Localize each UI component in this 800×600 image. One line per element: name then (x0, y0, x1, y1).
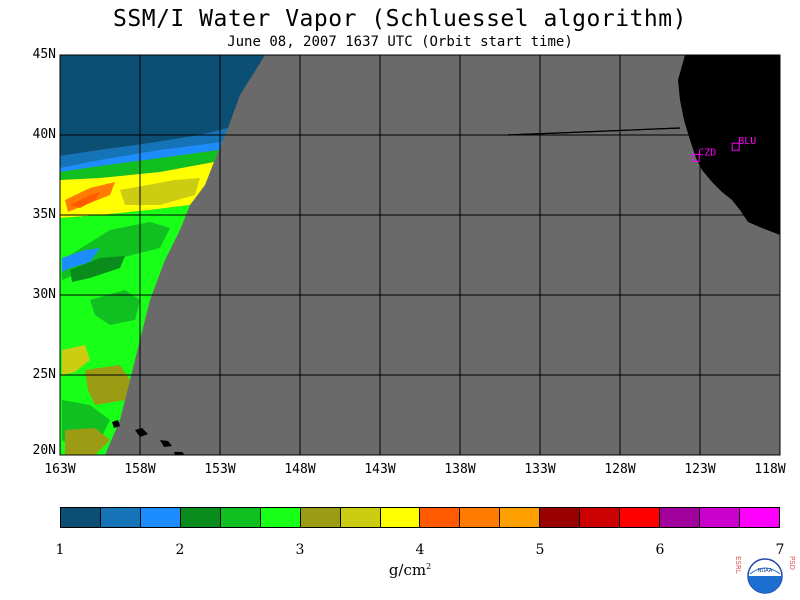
colorbar-cell (340, 508, 381, 527)
longitude-label: 138W (444, 462, 476, 477)
map-frame (59, 54, 781, 456)
longitude-label: 128W (604, 462, 636, 477)
noaa-esrl-psd-logo: ESRL NOAA PSD (734, 556, 796, 594)
longitude-label: 133W (524, 462, 556, 477)
colorbar-cell (420, 508, 461, 527)
colorbar-cell (700, 508, 740, 527)
colorbar-cell (580, 508, 621, 527)
colorbar (60, 507, 780, 528)
map-grid (60, 55, 780, 455)
longitude-label: 158W (124, 462, 156, 477)
colorbar-units: g/cm2 (388, 561, 432, 579)
latitude-label: 25N (32, 367, 56, 382)
colorbar-cell (61, 508, 101, 527)
longitude-label: 153W (204, 462, 236, 477)
station-markers: CZD BLU (691, 136, 756, 162)
colorbar-cell (260, 508, 301, 527)
land-mass (112, 55, 780, 455)
latitude-label: 40N (32, 127, 56, 142)
station-marker (691, 153, 700, 162)
longitude-label: 163W (44, 462, 76, 477)
station-label: BLU (738, 136, 756, 147)
station-marker (731, 142, 740, 151)
water-vapor-swath (60, 55, 265, 455)
colorbar-cell (660, 508, 700, 527)
colorbar-tick-label: 7 (775, 542, 785, 558)
water-vapor-map: CZD BLU (59, 54, 781, 456)
colorbar-tick-label: 2 (175, 542, 185, 558)
logo-right-text: PSD (788, 556, 796, 570)
colorbar-cell (380, 508, 421, 527)
map-title: SSM/I Water Vapor (Schluessel algorithm) (113, 6, 687, 32)
longitude-label: 123W (684, 462, 716, 477)
longitude-label: 148W (284, 462, 316, 477)
colorbar-tick-label: 3 (295, 542, 305, 558)
logo-center-text: NOAA (758, 568, 773, 574)
longitude-label: 118W (754, 462, 786, 477)
colorbar-cell (140, 508, 181, 527)
colorbar-cell (620, 508, 661, 527)
colorbar-cell (100, 508, 141, 527)
colorbar-cell (739, 508, 779, 527)
latitude-label: 45N (32, 47, 56, 62)
latitude-label: 20N (32, 443, 56, 458)
colorbar-cell (180, 508, 221, 527)
map-subtitle: June 08, 2007 1637 UTC (Orbit start time… (227, 34, 573, 50)
colorbar-tick-label: 5 (535, 542, 545, 558)
longitude-label: 143W (364, 462, 396, 477)
colorbar-tick-label: 4 (415, 542, 425, 558)
station-label: CZD (698, 147, 716, 158)
colorbar-cell (500, 508, 541, 527)
colorbar-cell (460, 508, 501, 527)
colorbar-cell (300, 508, 341, 527)
latitude-label: 35N (32, 207, 56, 222)
logo-left-text: ESRL (734, 556, 742, 574)
colorbar-tick-label: 1 (55, 542, 65, 558)
colorbar-cell (220, 508, 261, 527)
colorbar-cell (540, 508, 581, 527)
latitude-label: 30N (32, 287, 56, 302)
colorbar-tick-label: 6 (655, 542, 665, 558)
